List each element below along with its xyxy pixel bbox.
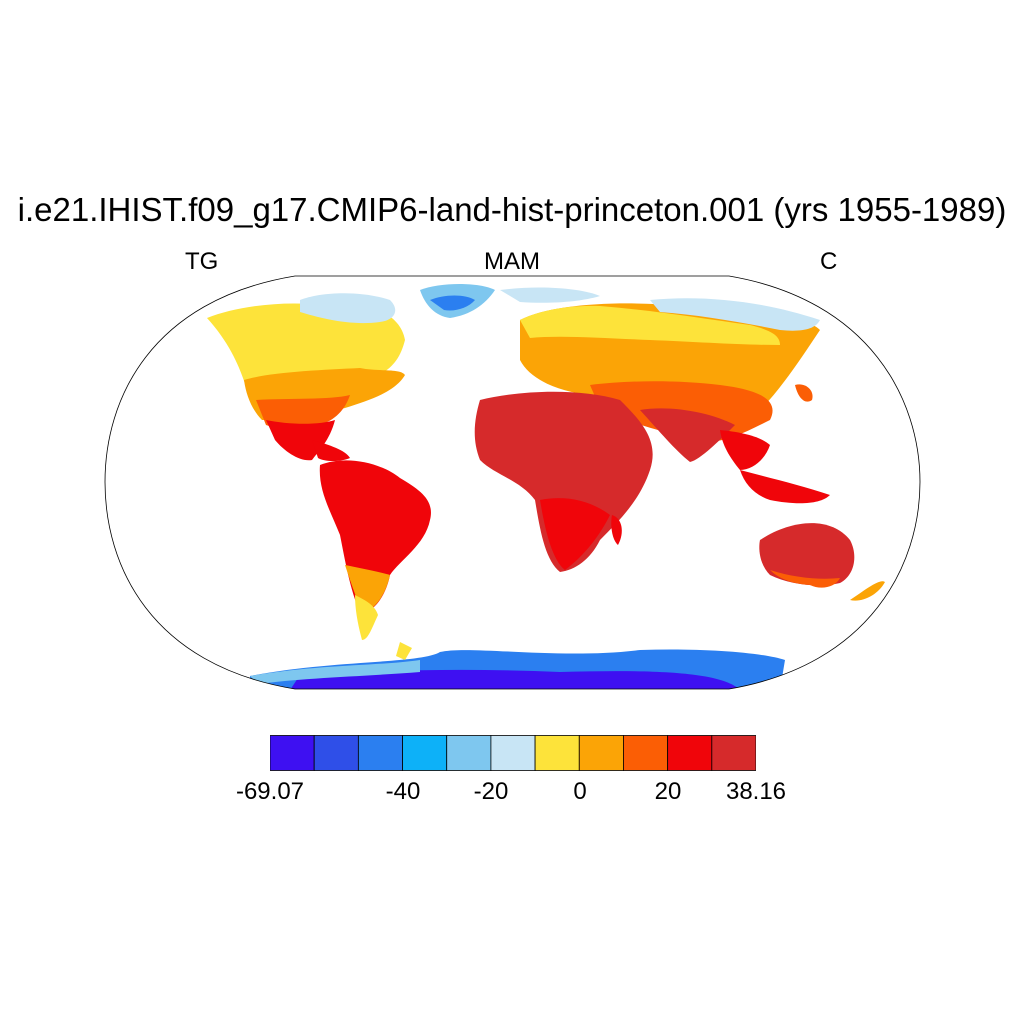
colorbar-box bbox=[270, 735, 315, 771]
colorbar-box bbox=[711, 735, 756, 771]
colorbar-tick-label: -69.07 bbox=[235, 778, 305, 805]
colorbar bbox=[270, 735, 756, 771]
colorbar-box bbox=[667, 735, 713, 771]
colorbar-box bbox=[490, 735, 536, 771]
north-america-region bbox=[207, 284, 495, 461]
colorbar-box bbox=[313, 735, 359, 771]
south-america-region bbox=[319, 460, 431, 640]
colorbar-box bbox=[534, 735, 580, 771]
africa-region bbox=[474, 391, 653, 572]
colorbar-tick-label: -40 bbox=[385, 778, 421, 805]
eurasia-region bbox=[520, 298, 820, 470]
colorbar-box bbox=[402, 735, 448, 771]
colorbar-box bbox=[623, 735, 669, 771]
colorbar-box bbox=[357, 735, 403, 771]
australia-region bbox=[759, 523, 885, 601]
colorbar-tick-label: 38.16 bbox=[725, 778, 787, 805]
colorbar-tick-label: 20 bbox=[654, 778, 682, 805]
arctic-region bbox=[500, 287, 600, 303]
maritime-asia-region bbox=[740, 470, 830, 504]
colorbar-tick-label: 0 bbox=[573, 778, 587, 805]
map-border bbox=[104, 275, 921, 690]
colorbar-box bbox=[446, 735, 492, 771]
season-label: MAM bbox=[484, 248, 540, 275]
units-label: C bbox=[820, 248, 838, 275]
colorbar-tick-label: -20 bbox=[473, 778, 509, 805]
antarctica-region bbox=[250, 642, 785, 689]
map-title: i.e21.IHIST.f09_g17.CMIP6-land-hist-prin… bbox=[17, 191, 1007, 228]
colorbar-box bbox=[578, 735, 624, 771]
variable-label: TG bbox=[185, 248, 219, 275]
